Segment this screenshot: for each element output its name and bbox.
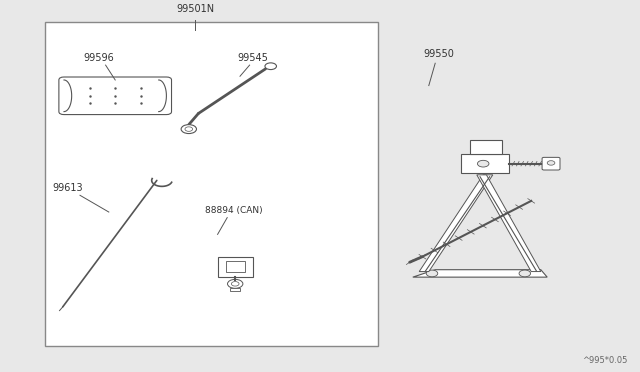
Circle shape xyxy=(185,127,193,131)
FancyBboxPatch shape xyxy=(59,77,172,115)
Text: ^995*0.05: ^995*0.05 xyxy=(582,356,627,365)
Bar xyxy=(226,261,245,272)
Polygon shape xyxy=(413,270,547,277)
FancyBboxPatch shape xyxy=(542,157,560,170)
Text: 99596: 99596 xyxy=(84,53,115,62)
Text: 88894 (CAN): 88894 (CAN) xyxy=(205,206,262,215)
Text: 99613: 99613 xyxy=(52,183,83,193)
Bar xyxy=(45,22,378,346)
Circle shape xyxy=(181,125,196,134)
Circle shape xyxy=(228,279,243,288)
Circle shape xyxy=(232,282,239,286)
Circle shape xyxy=(426,270,438,277)
Circle shape xyxy=(519,270,531,277)
Bar xyxy=(230,288,241,291)
Bar xyxy=(461,154,509,173)
Bar xyxy=(470,140,502,154)
Text: 99501N: 99501N xyxy=(176,4,214,14)
Circle shape xyxy=(477,160,489,167)
Text: 99550: 99550 xyxy=(423,49,454,59)
Polygon shape xyxy=(477,175,541,272)
Circle shape xyxy=(265,63,276,70)
Bar xyxy=(218,257,253,277)
Text: 99545: 99545 xyxy=(237,53,268,62)
Polygon shape xyxy=(419,175,493,272)
Circle shape xyxy=(547,161,555,165)
